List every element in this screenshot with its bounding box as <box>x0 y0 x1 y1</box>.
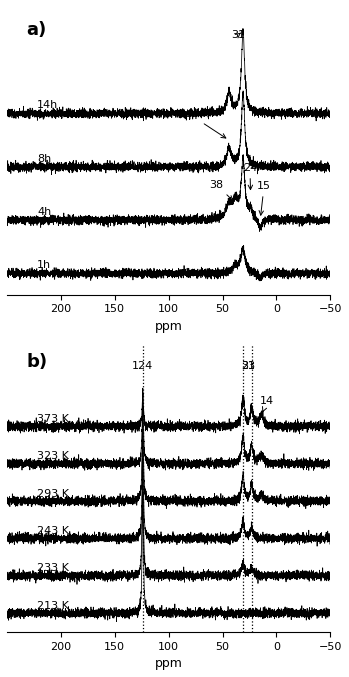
Text: 4h: 4h <box>37 207 51 217</box>
Text: 293 K: 293 K <box>37 489 69 499</box>
X-axis label: ppm: ppm <box>155 320 183 333</box>
Text: 243 K: 243 K <box>37 526 69 536</box>
Text: 323 K: 323 K <box>37 452 69 462</box>
Text: 124: 124 <box>132 361 154 371</box>
Text: 31: 31 <box>241 361 255 371</box>
Text: 44: 44 <box>185 111 226 138</box>
Text: 38: 38 <box>210 180 233 200</box>
Text: 14: 14 <box>260 396 274 412</box>
Text: 23: 23 <box>241 361 255 371</box>
Text: 15: 15 <box>257 181 271 215</box>
Text: 1h: 1h <box>37 260 51 270</box>
Text: b): b) <box>27 353 47 371</box>
Text: 24: 24 <box>243 163 257 190</box>
Text: 8h: 8h <box>37 154 51 164</box>
Text: 233 K: 233 K <box>37 563 69 573</box>
Text: 373 K: 373 K <box>37 414 69 424</box>
Text: 213 K: 213 K <box>37 601 69 611</box>
Text: a): a) <box>27 22 47 39</box>
X-axis label: ppm: ppm <box>155 657 183 670</box>
Text: 14h: 14h <box>37 100 58 110</box>
Text: 31: 31 <box>231 30 245 40</box>
